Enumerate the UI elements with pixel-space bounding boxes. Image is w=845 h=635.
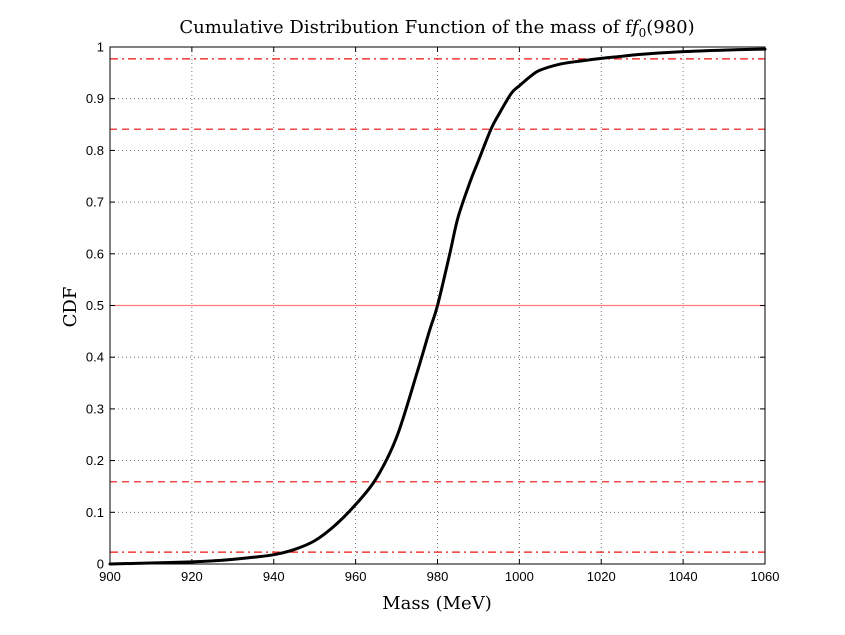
y-tick-label: 0.9 <box>86 91 104 106</box>
x-tick-label: 1060 <box>751 569 780 584</box>
x-tick-label: 1040 <box>669 569 698 584</box>
y-tick-label: 0.1 <box>86 505 104 520</box>
x-tick-label: 940 <box>263 569 285 584</box>
chart-title-subscript: 0 <box>639 26 647 40</box>
tick-marks <box>109 46 766 565</box>
y-tick-labels: 0 0.1 0.2 0.3 0.4 0.5 0.6 0.7 0.8 0.9 1 <box>86 40 104 572</box>
cdf-series-line <box>108 47 767 566</box>
x-tick-label: 960 <box>345 569 367 584</box>
x-tick-label: 1000 <box>505 569 534 584</box>
chart-title: Cumulative Distribution Function of the … <box>179 17 694 40</box>
x-tick-label: 900 <box>99 569 121 584</box>
y-tick-label: 0.5 <box>86 298 104 313</box>
y-tick-label: 0.3 <box>86 401 104 416</box>
y-tick-label: 1 <box>97 40 104 55</box>
y-tick-label: 0.2 <box>86 453 104 468</box>
y-tick-label: 0.7 <box>86 195 104 210</box>
y-tick-label: 0.6 <box>86 246 104 261</box>
x-tick-label: 1020 <box>587 569 616 584</box>
x-tick-label: 920 <box>181 569 203 584</box>
series-lines <box>108 47 767 566</box>
y-tick-label: 0.4 <box>86 350 104 365</box>
y-tick-label: 0 <box>97 557 104 572</box>
y-axis-label: CDF <box>60 287 81 328</box>
x-tick-labels: 900 920 940 960 980 1000 1020 1040 1060 <box>99 569 779 584</box>
chart-title-text: Cumulative Distribution Function of the … <box>179 17 633 38</box>
x-axis-label: Mass (MeV) <box>382 593 492 614</box>
chart-title-argument: (980) <box>646 17 694 38</box>
y-tick-label: 0.8 <box>86 143 104 158</box>
x-tick-label: 980 <box>427 569 449 584</box>
